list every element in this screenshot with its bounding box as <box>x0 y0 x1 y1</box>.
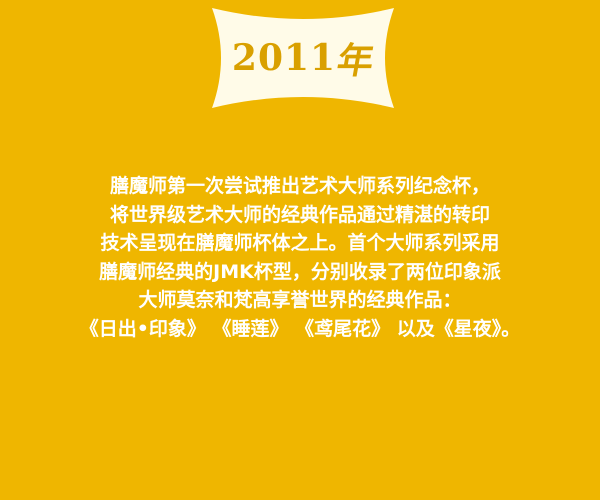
description-line: 膳魔师第一次尝试推出艺术大师系列纪念杯， <box>109 175 490 197</box>
description-line: 膳魔师经典的JMK杯型，分别收录了两位印象派 <box>99 260 501 283</box>
description-text: 膳魔师第一次尝试推出艺术大师系列纪念杯， 将世界级艺术大师的经典作品通过精湛的转… <box>0 172 600 343</box>
description-line: 大师莫奈和梵高享誉世界的经典作品： <box>138 289 462 311</box>
year-character: 年 <box>333 40 378 82</box>
year-number: 2011 <box>231 37 337 79</box>
description-line: 《日出•印象》 《睡莲》 《鸢尾花》 以及《星夜》。 <box>79 317 521 340</box>
description-line: 技术呈现在膳魔师杯体之上。首个大师系列采用 <box>100 232 500 254</box>
description-line: 将世界级艺术大师的经典作品通过精湛的转印 <box>109 203 490 226</box>
year-label: 2011 年 <box>208 4 398 112</box>
badge-shape <box>212 8 394 108</box>
year-badge: 2011 年 <box>208 4 398 112</box>
